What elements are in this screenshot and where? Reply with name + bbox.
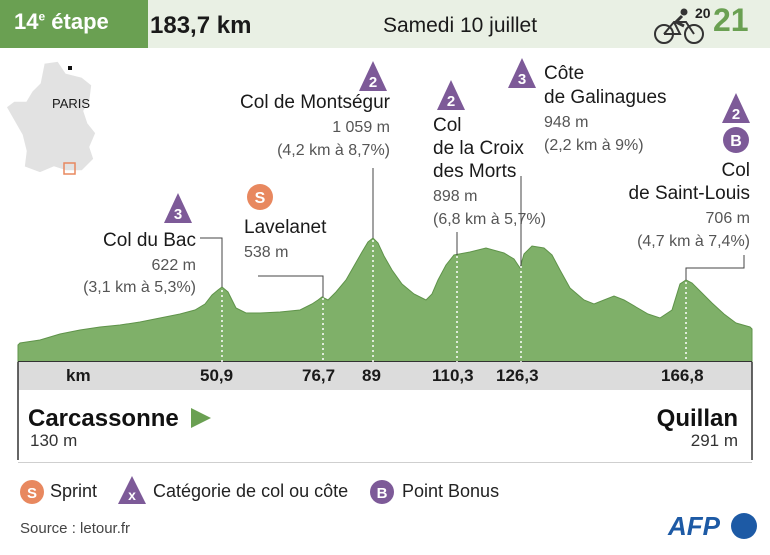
category-3-value: 3: [518, 71, 526, 88]
climb-altitude-croix: 898 m: [433, 188, 478, 205]
climb-name-montsegur: Col de Montségur: [240, 92, 390, 113]
year-bottom: 21: [713, 2, 749, 38]
sprint-name: Lavelanet: [244, 217, 327, 238]
finish-altitude: 291 m: [690, 431, 738, 450]
category-2-value: 2: [369, 74, 377, 91]
bonus-icon: B: [723, 127, 749, 153]
afp-logo: AFP: [668, 511, 720, 541]
legend-sprint-marker: S: [27, 485, 37, 502]
climb-name-croix-3: des Morts: [433, 161, 517, 182]
category-2-value: 2: [447, 93, 455, 110]
climb-detail-galinagues: (2,2 km à 9%): [544, 137, 644, 154]
category-3-icon: 3: [164, 193, 192, 223]
sprint-icon: S: [247, 184, 273, 210]
climb-name-croix-2: de la Croix: [433, 138, 524, 159]
stage-number: 14: [14, 9, 39, 34]
sprint-icon: S: [20, 480, 44, 504]
france-map: [5, 60, 97, 175]
legend-sprint: Sprint: [50, 481, 98, 501]
km-tick: 166,8: [661, 366, 704, 385]
stage-distance: 183,7 km: [150, 12, 252, 39]
climb-altitude-saint-louis: 706 m: [705, 210, 750, 227]
legend-bonus: Point Bonus: [402, 481, 500, 501]
category-2-icon: 2: [437, 80, 465, 110]
stage-date: Samedi 10 juillet: [382, 14, 538, 37]
finish-city: Quillan: [656, 405, 738, 432]
cyclist-icon: [654, 8, 704, 44]
header-bar: 14e étape 183,7 km Samedi 10 juillet 20 …: [0, 0, 770, 48]
climb-detail-col-du-bac: (3,1 km à 5,3%): [83, 279, 196, 296]
category-icon: x: [118, 476, 146, 504]
legend-bonus-marker: B: [377, 485, 388, 502]
climb-detail-saint-louis: (4,7 km à 7,4%): [637, 233, 750, 250]
category-2-icon: 2: [359, 61, 387, 91]
afp-globe-icon: [731, 513, 757, 539]
stage-badge: 14e étape: [0, 0, 148, 48]
legend-category-marker: x: [128, 487, 136, 503]
km-tick: 76,7: [302, 366, 336, 385]
climb-detail-croix: (6,8 km à 5,7%): [433, 211, 546, 228]
climb-name-croix-1: Col: [433, 115, 462, 136]
sprint-altitude: 538 m: [244, 244, 289, 261]
category-3-value: 3: [174, 206, 182, 223]
start-city: Carcassonne: [28, 405, 179, 432]
category-3-icon: 3: [508, 58, 536, 88]
climb-altitude-galinagues: 948 m: [544, 114, 589, 131]
km-tick: 89: [362, 366, 381, 385]
legend-category: Catégorie de col ou côte: [153, 481, 349, 501]
map-city-label: PARIS: [52, 96, 91, 111]
category-2-value: 2: [732, 106, 740, 123]
bonus-marker: B: [730, 133, 742, 150]
climb-name-galinagues-2: de Galinagues: [544, 87, 667, 108]
stage-sup: e: [38, 9, 46, 24]
bonus-icon: B: [370, 480, 394, 504]
climb-name-galinagues-1: Côte: [544, 63, 585, 84]
climb-altitude-montsegur: 1 059 m: [332, 119, 390, 136]
year-top: 20: [695, 5, 711, 21]
sprint-marker: S: [255, 190, 266, 207]
source-credit: Source : letour.fr: [20, 520, 131, 537]
play-arrow-icon: [191, 408, 211, 428]
stage-word: étape: [51, 9, 109, 34]
climb-altitude-col-du-bac: 622 m: [151, 257, 196, 274]
km-tick: 110,3: [432, 366, 474, 385]
climb-name-col-du-bac: Col du Bac: [103, 230, 196, 251]
start-altitude: 130 m: [30, 431, 78, 450]
legend-divider: [18, 462, 752, 463]
km-tick: 50,9: [200, 366, 234, 385]
climb-name-saint-louis-1: Col: [721, 160, 750, 181]
climb-detail-montsegur: (4,2 km à 8,7%): [277, 142, 390, 159]
km-tick: 126,3: [496, 366, 539, 385]
category-2-icon: 2: [722, 93, 750, 123]
climb-name-saint-louis-2: de Saint-Louis: [628, 183, 750, 204]
km-axis-label: km: [66, 366, 91, 385]
